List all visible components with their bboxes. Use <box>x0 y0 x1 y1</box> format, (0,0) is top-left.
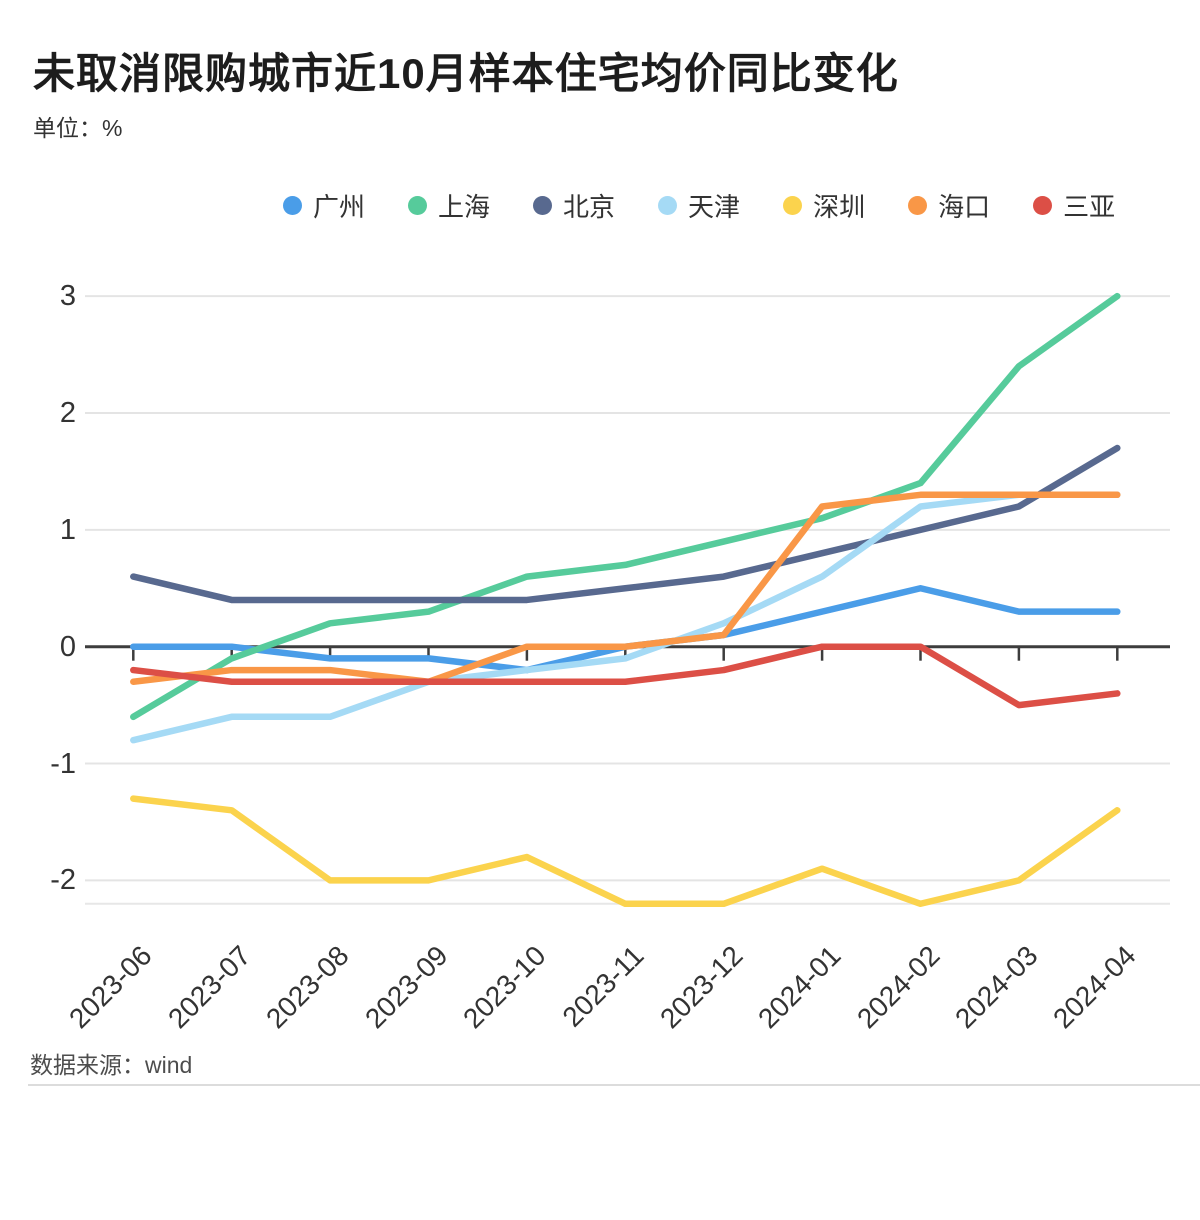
legend-item-sanya[interactable]: 三亚 <box>1033 187 1115 224</box>
legend-label-haikou: 海口 <box>938 192 991 222</box>
legend-label-guangzhou: 广州 <box>313 192 366 222</box>
legend-item-beijing[interactable]: 北京 <box>533 187 615 224</box>
data-source: 数据来源：wind <box>30 1052 193 1078</box>
legend-label-beijing: 北京 <box>563 192 616 222</box>
y-tick-label-3: 3 <box>59 280 76 313</box>
line-shanghai <box>130 292 1121 721</box>
y-tick-label-2: 2 <box>59 397 76 429</box>
legend-dot-shenzhen <box>783 196 803 215</box>
y-tick-label--1: -1 <box>50 747 76 780</box>
line-haikou <box>130 491 1121 686</box>
legend-label-shanghai: 上海 <box>438 192 491 222</box>
legend-dot-guangzhou <box>283 196 302 215</box>
legend-label-shenzhen: 深圳 <box>813 192 866 222</box>
y-tick-label--2: -2 <box>50 864 76 897</box>
legend-item-shenzhen[interactable]: 深圳 <box>783 187 865 224</box>
line-sanya <box>130 643 1121 709</box>
y-tick-label-0: 0 <box>59 630 76 663</box>
line-beijing <box>130 444 1121 604</box>
unit-label: 单位：% <box>33 115 123 141</box>
line-tianjin <box>130 491 1121 744</box>
legend-dot-sanya <box>1033 196 1053 215</box>
legend-dot-tianjin <box>658 196 678 215</box>
page-title: 未取消限购城市近10月样本住宅均价同比变化 <box>33 50 899 97</box>
legend-item-guangzhou[interactable]: 广州 <box>283 187 365 224</box>
legend: 广州 上海 北京 天津 深圳 海口 三亚 <box>283 187 1115 224</box>
legend-dot-beijing <box>533 196 553 215</box>
y-tick-label-1: 1 <box>59 513 76 546</box>
legend-label-sanya: 三亚 <box>1063 192 1116 222</box>
legend-item-tianjin[interactable]: 天津 <box>658 187 740 224</box>
legend-dot-haikou <box>908 196 928 215</box>
footer-divider <box>28 1084 1200 1086</box>
legend-label-tianjin: 天津 <box>688 192 741 222</box>
line-shenzhen <box>130 795 1121 908</box>
legend-item-haikou[interactable]: 海口 <box>908 187 990 224</box>
legend-item-shanghai[interactable]: 上海 <box>408 187 490 224</box>
legend-dot-shanghai <box>408 196 428 215</box>
